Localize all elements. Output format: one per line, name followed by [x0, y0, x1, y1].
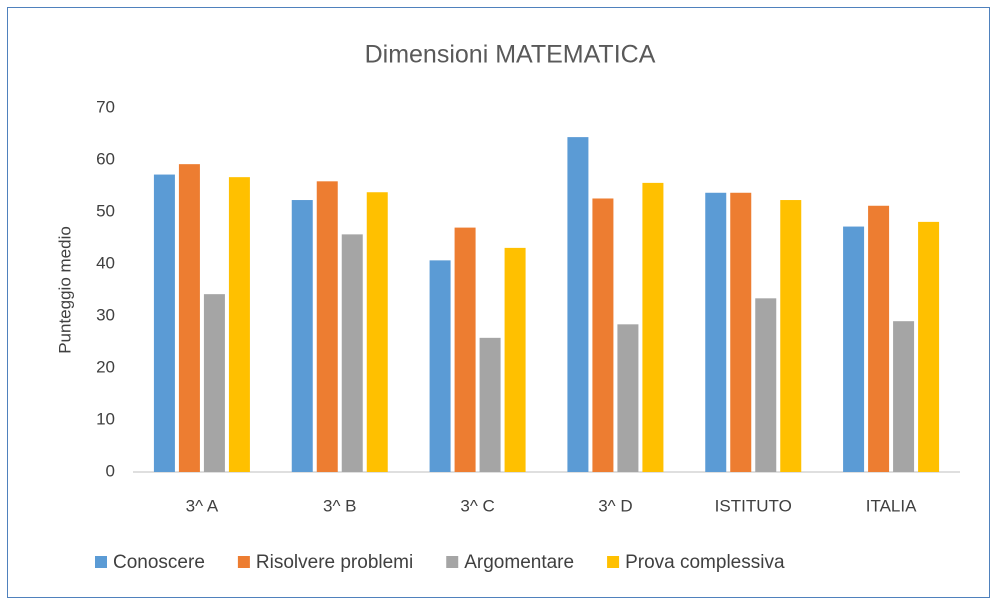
bar [642, 182, 664, 472]
legend-swatch [607, 556, 620, 568]
bar [366, 192, 388, 473]
y-tick-label: 40 [96, 253, 115, 272]
x-tick-label: 3^ B [323, 496, 357, 515]
bar [341, 234, 363, 472]
bar [567, 137, 589, 472]
chart-title: Dimensioni MATEMATICA [365, 41, 656, 69]
bar [178, 164, 200, 472]
x-tick-label: 3^ A [186, 496, 219, 515]
x-tick-label: ISTITUTO [715, 496, 792, 515]
bar [454, 227, 476, 472]
bar [479, 337, 501, 472]
bar [592, 198, 614, 473]
legend-swatch [446, 556, 459, 568]
x-tick-label: ITALIA [866, 496, 917, 515]
y-tick-label: 30 [96, 305, 115, 324]
y-axis-label: Punteggio medio [55, 226, 74, 354]
legend-swatch [237, 556, 250, 568]
y-tick-label: 70 [96, 97, 115, 116]
bar [316, 181, 338, 472]
bar [504, 247, 526, 472]
x-tick-label: 3^ C [460, 496, 494, 515]
y-tick-label: 60 [96, 149, 115, 168]
legend-swatch [95, 556, 107, 568]
bar [228, 177, 250, 472]
legend-label: Prova complessiva [625, 552, 785, 573]
y-tick-label: 20 [96, 357, 115, 376]
bar [705, 192, 727, 472]
y-tick-label: 50 [96, 201, 115, 220]
bar [893, 321, 915, 472]
bar [291, 200, 313, 473]
legend-label: Risolvere problemi [256, 552, 413, 573]
bar [203, 294, 225, 472]
legend-label: Conoscere [113, 552, 205, 573]
y-tick-label: 10 [96, 409, 115, 428]
bar [755, 298, 777, 472]
y-tick-label: 0 [106, 461, 115, 480]
bar [843, 226, 865, 472]
legend-label: Argomentare [464, 552, 574, 573]
bar [153, 174, 175, 472]
bar [868, 205, 890, 472]
bar [780, 200, 802, 473]
x-tick-label: 3^ D [598, 496, 632, 515]
bar [617, 324, 639, 472]
bar [918, 221, 940, 472]
bar [429, 260, 451, 472]
bar [730, 192, 752, 472]
